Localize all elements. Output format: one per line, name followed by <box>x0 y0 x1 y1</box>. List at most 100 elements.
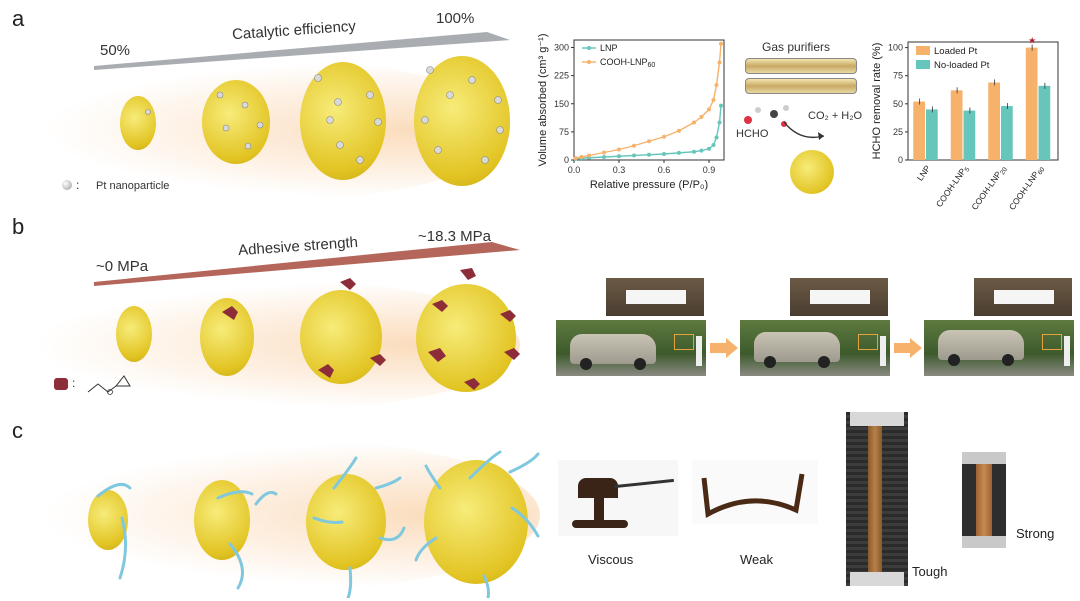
viscous-sample-photo <box>558 460 678 536</box>
data-point <box>692 120 696 125</box>
photo-arrow-1 <box>710 338 738 358</box>
data-point <box>719 103 723 108</box>
car-photo-1 <box>556 320 706 376</box>
particle-a1 <box>120 96 156 150</box>
data-point <box>711 98 716 102</box>
legend-marker <box>587 46 591 50</box>
x-tick-label: COOH-LNP20 <box>969 163 1009 213</box>
x-tick-label: 0.9 <box>703 165 716 175</box>
y-tick-label: 0 <box>898 155 903 165</box>
y-tick-label: 75 <box>559 127 569 137</box>
polymer-chains <box>96 450 540 598</box>
product-label: CO₂ + H₂O <box>808 110 863 122</box>
bar-0 <box>950 90 963 160</box>
photo-arrow-2 <box>894 338 922 358</box>
particle-c2 <box>194 480 250 560</box>
bar-1 <box>926 109 938 160</box>
purifier-particle <box>790 150 834 194</box>
particle-b4 <box>416 284 516 392</box>
particle-c3 <box>306 474 386 570</box>
pt-legend-colon: : <box>76 178 80 192</box>
y-tick-label: 225 <box>554 71 569 81</box>
strong-sample-photo <box>962 452 1006 548</box>
particle-a3 <box>300 62 386 180</box>
hcho-molecule-icon <box>744 105 789 127</box>
data-point <box>579 155 584 159</box>
panel-b-arrow <box>94 242 520 286</box>
caption-strong: Strong <box>1016 526 1055 541</box>
x-tick-label: COOH-LNP60 <box>1007 163 1047 213</box>
arrow-b-end: ~18.3 MPa <box>418 228 491 245</box>
epoxy-legend-icon <box>54 378 68 390</box>
data-point <box>662 134 666 139</box>
legend-label: COOH-LNP60 <box>600 57 655 69</box>
y-tick-label: 150 <box>554 99 569 109</box>
caption-weak: Weak <box>740 552 773 567</box>
data-point <box>714 135 719 140</box>
data-point <box>692 149 696 154</box>
particle-c4 <box>424 460 528 584</box>
data-point <box>677 150 681 155</box>
bar-0 <box>1025 47 1038 160</box>
y-tick-label: 100 <box>888 43 903 53</box>
bar-0 <box>988 82 1000 160</box>
legend-marker <box>587 60 591 64</box>
bar-1 <box>1038 85 1051 160</box>
y-tick-label: 25 <box>893 127 903 137</box>
particle-a4 <box>414 56 510 186</box>
data-point <box>707 146 711 151</box>
epoxy-legend-colon: : <box>72 376 76 390</box>
y-tick-label: 75 <box>893 71 903 81</box>
data-point <box>707 107 711 112</box>
panel-b-letter: b <box>12 214 25 239</box>
y-axis-label: HCHO removal rate (%) <box>871 43 883 160</box>
x-tick-label: COOH-LNP5 <box>934 163 972 210</box>
legend-label: Loaded Pt <box>934 46 978 57</box>
data-point <box>602 150 606 155</box>
y-axis-label: Volume absorbed (cm³ g⁻¹) <box>537 34 549 167</box>
series-line-0 <box>575 105 722 160</box>
data-point <box>714 83 719 87</box>
legend-label: No-loaded Pt <box>934 60 990 71</box>
isotherm-chart: 0.0 0.3 0.6 0.9 0 75 150 225 300 Relative pressur… <box>537 34 725 191</box>
data-point <box>699 148 704 153</box>
bar-0 <box>913 101 925 160</box>
epoxy-structure-icon <box>87 375 131 395</box>
purifier-tube-2 <box>745 78 857 94</box>
arrow-a-end: 100% <box>436 10 475 27</box>
legend-swatch <box>916 60 930 69</box>
data-point <box>602 155 606 159</box>
caption-tough: Tough <box>912 564 948 579</box>
legend-label: LNP <box>600 43 618 53</box>
x-tick-label: 0.6 <box>658 165 671 175</box>
adhesive-strength-arrow <box>94 242 520 286</box>
adhesive-test-closeup-2 <box>790 278 888 316</box>
arrow-a-start: 50% <box>100 42 131 59</box>
data-point <box>717 60 722 65</box>
particle-b1 <box>116 306 152 362</box>
bar-1 <box>963 110 976 160</box>
plot-frame <box>907 41 1059 161</box>
panel-c-letter: c <box>12 418 23 443</box>
pt-dots <box>145 66 504 164</box>
y-tick-label: 50 <box>893 99 903 109</box>
data-point <box>617 147 621 152</box>
adhesive-test-closeup-3 <box>974 278 1072 316</box>
purifier-tube-1 <box>745 58 857 74</box>
y-tick-label: 300 <box>554 43 569 53</box>
data-point <box>587 153 591 158</box>
data-point <box>632 153 636 158</box>
car-photo-2 <box>740 320 890 376</box>
tough-sample-photo <box>846 412 908 586</box>
hcho-label: HCHO <box>736 128 769 140</box>
data-point <box>647 152 651 157</box>
data-point <box>711 143 716 147</box>
x-tick-label: 0.3 <box>613 165 626 175</box>
caption-viscous: Viscous <box>588 552 634 567</box>
x-tick-label: LNP <box>915 163 933 183</box>
epoxy-groups <box>222 268 520 390</box>
car-photo-3 <box>924 320 1074 376</box>
pt-legend-icon <box>62 180 72 190</box>
data-point <box>699 114 704 119</box>
purifier-title: Gas purifiers <box>762 40 831 54</box>
